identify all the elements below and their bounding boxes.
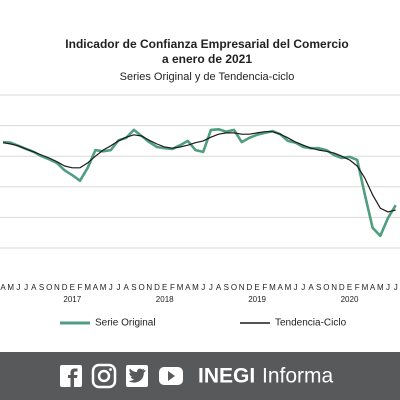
x-tick-label: A [278, 283, 284, 292]
x-tick-label: O [46, 283, 52, 292]
x-tick-label: J [386, 283, 390, 292]
twitter-icon[interactable] [126, 365, 148, 387]
x-tick-label: M [177, 283, 184, 292]
x-tick-label: J [117, 283, 121, 292]
x-tick-label: O [138, 283, 144, 292]
x-tick-label: F [78, 283, 83, 292]
chart-title: Indicador de Confianza Empresarial del C… [65, 37, 348, 51]
x-tick-label: O [323, 283, 329, 292]
x-tick-label: M [84, 283, 91, 292]
x-tick-label: J [16, 283, 20, 292]
x-tick-label: E [347, 283, 352, 292]
x-tick-label: S [39, 283, 44, 292]
x-tick-label: J [209, 283, 213, 292]
legend-label: Serie Original [95, 318, 156, 329]
chart-subtitle: Series Original y de Tendencia-ciclo [120, 71, 295, 83]
footer-brand: INEGI [198, 365, 255, 388]
x-tick-label: D [339, 283, 345, 292]
x-tick-label: A [124, 283, 130, 292]
x-tick-label: M [377, 283, 384, 292]
x-tick-label: M [7, 283, 14, 292]
x-tick-label: N [54, 283, 60, 292]
x-tick-label: E [254, 283, 259, 292]
x-tick-label: A [216, 283, 222, 292]
legend-label: Tendencia-Ciclo [275, 318, 347, 329]
x-tick-label: D [62, 283, 68, 292]
x-year-label: 2020 [341, 295, 359, 304]
x-tick-label: A [185, 283, 191, 292]
x-tick-label: J [24, 283, 28, 292]
x-tick-label: N [331, 283, 337, 292]
x-tick-label: N [239, 283, 245, 292]
x-tick-label: E [70, 283, 75, 292]
x-tick-label: F [355, 283, 360, 292]
x-tick-label: M [362, 283, 369, 292]
x-tick-label: D [154, 283, 160, 292]
x-tick-label: A [31, 283, 37, 292]
footer-product: Informa [262, 365, 334, 388]
x-tick-label: M [100, 283, 107, 292]
x-year-label: 2017 [63, 295, 81, 304]
x-tick-label: M [285, 283, 292, 292]
x-tick-label: A [308, 283, 314, 292]
x-year-label: 2018 [156, 295, 174, 304]
x-tick-label: A [93, 283, 99, 292]
x-tick-label: S [224, 283, 229, 292]
chart-title: a enero de 2021 [162, 52, 252, 66]
x-tick-label: F [170, 283, 175, 292]
x-tick-label: J [394, 283, 398, 292]
facebook-icon[interactable] [60, 365, 82, 387]
x-tick-label: F [262, 283, 267, 292]
x-tick-label: D [247, 283, 253, 292]
series-line [2, 131, 396, 213]
x-tick-label: N [146, 283, 152, 292]
x-tick-label: A [370, 283, 376, 292]
instagram-icon[interactable] [91, 363, 117, 389]
x-tick-label: E [162, 283, 167, 292]
x-tick-label: J [201, 283, 205, 292]
x-tick-label: S [316, 283, 321, 292]
x-tick-label: J [294, 283, 298, 292]
x-tick-label: J [109, 283, 113, 292]
youtube-icon[interactable] [159, 367, 183, 385]
x-tick-label: A [0, 283, 6, 292]
x-tick-label: S [131, 283, 136, 292]
footer: INEGI Informa [0, 352, 400, 400]
x-tick-label: M [269, 283, 276, 292]
series-line [2, 128, 397, 238]
x-tick-label: J [301, 283, 305, 292]
x-tick-label: M [192, 283, 199, 292]
x-year-label: 2019 [248, 295, 266, 304]
x-tick-label: O [231, 283, 237, 292]
